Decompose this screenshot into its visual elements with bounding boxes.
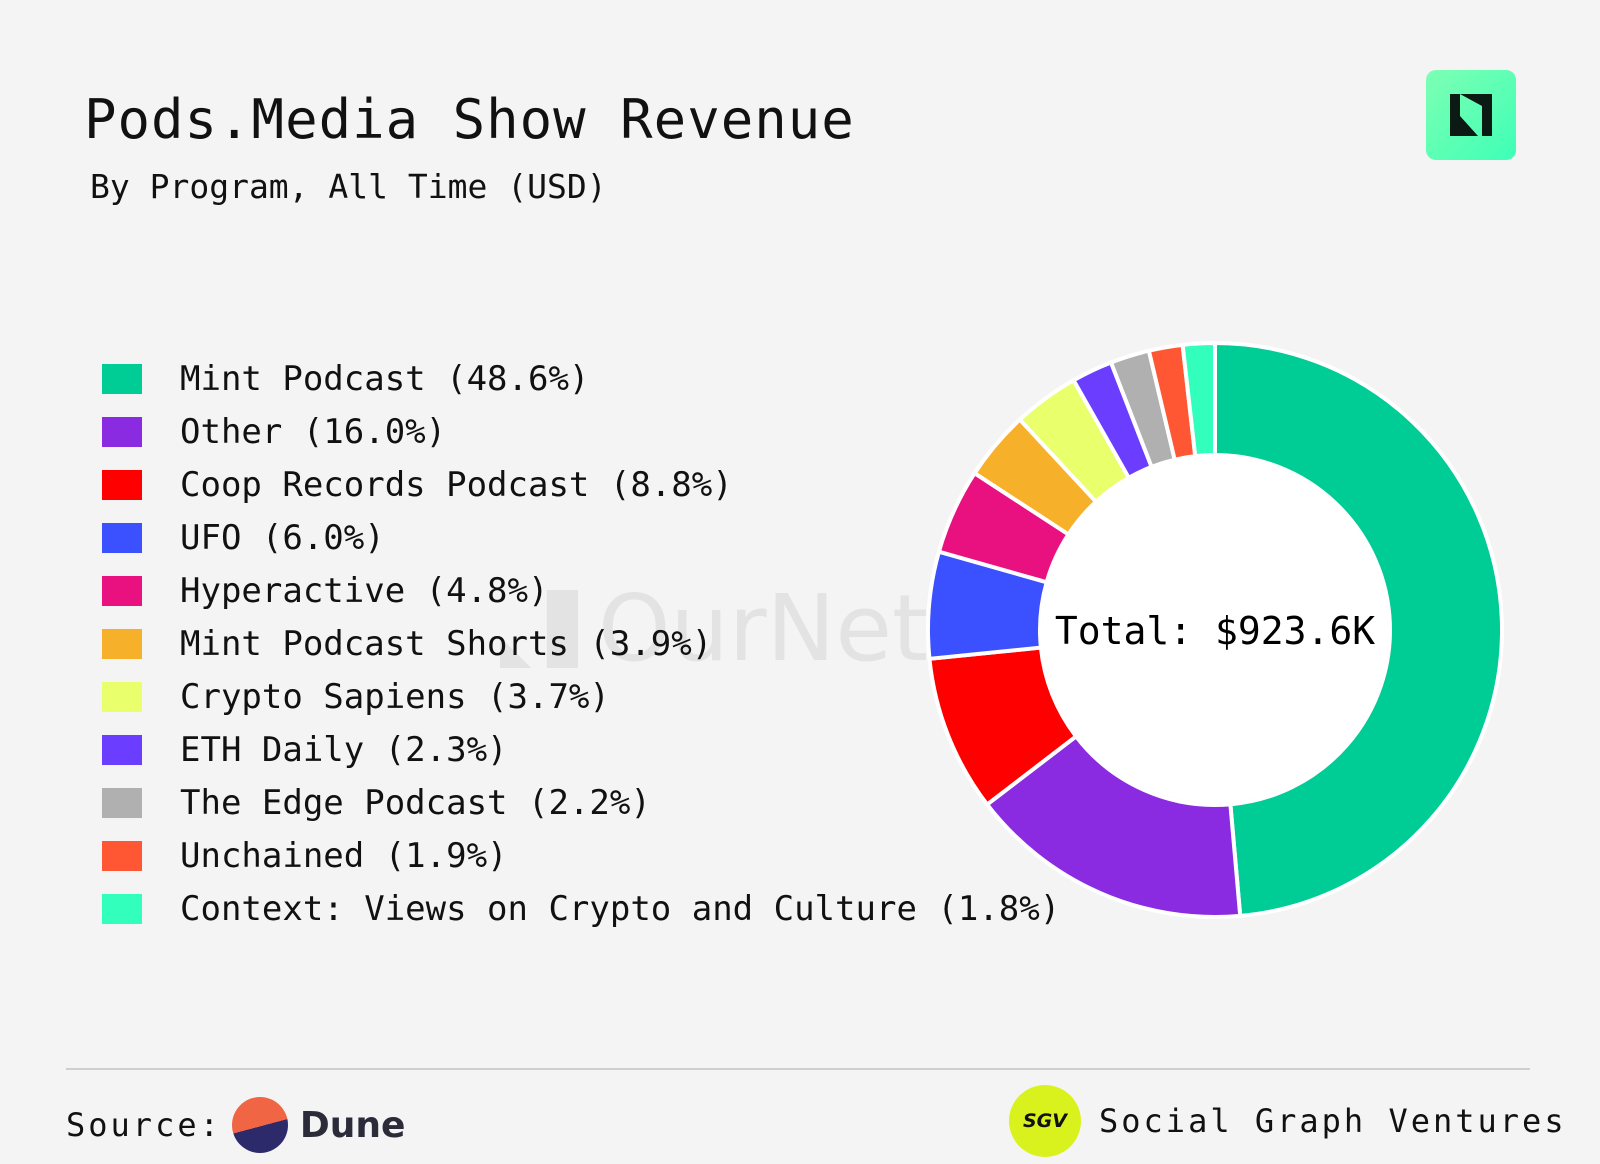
legend-label: Mint Podcast Shorts (3.9%) (180, 623, 713, 664)
legend-label: Unchained (1.9%) (180, 835, 508, 876)
legend-label: Hyperactive (4.8%) (180, 570, 549, 611)
legend-item: Coop Records Podcast (8.8%) (102, 458, 1060, 511)
legend-label: UFO (6.0%) (180, 517, 385, 558)
legend-item: UFO (6.0%) (102, 511, 1060, 564)
legend-swatch (102, 575, 142, 606)
legend-item: Crypto Sapiens (3.7%) (102, 670, 1060, 723)
legend-label: Context: Views on Crypto and Culture (1.… (180, 888, 1061, 929)
legend-label: The Edge Podcast (2.2%) (180, 782, 651, 823)
legend-item: Context: Views on Crypto and Culture (1.… (102, 882, 1060, 935)
footer-org: SGV Social Graph Ventures (1009, 1085, 1567, 1157)
chart-subtitle: By Program, All Time (USD) (90, 167, 607, 206)
legend-label: Mint Podcast (48.6%) (180, 358, 590, 399)
legend-item: Mint Podcast Shorts (3.9%) (102, 617, 1060, 670)
legend-label: Other (16.0%) (180, 411, 447, 452)
source-label: Source: (66, 1106, 222, 1144)
legend-item: ETH Daily (2.3%) (102, 723, 1060, 776)
footer-divider (66, 1068, 1530, 1070)
legend-swatch (102, 734, 142, 765)
chart-title: Pods.Media Show Revenue (84, 88, 855, 151)
dune-logo-icon (231, 1097, 288, 1153)
legend-swatch (102, 787, 142, 818)
legend-swatch (102, 681, 142, 712)
legend-label: ETH Daily (2.3%) (180, 729, 508, 770)
legend-swatch (102, 840, 142, 871)
donut-slice-other (984, 733, 1243, 919)
legend-item: Unchained (1.9%) (102, 829, 1060, 882)
legend-label: Coop Records Podcast (8.8%) (180, 464, 733, 505)
sgv-logo-icon: SGV (1009, 1085, 1081, 1157)
legend-item: The Edge Podcast (2.2%) (102, 776, 1060, 829)
legend-swatch (102, 522, 142, 553)
dune-name: Dune (299, 1104, 406, 1146)
legend-swatch (102, 628, 142, 659)
donut-slice-context-views-on-crypto-and-culture (1180, 340, 1217, 459)
donut-slice-mint-podcast (1213, 340, 1504, 919)
legend-swatch (102, 363, 142, 394)
legend-label: Crypto Sapiens (3.7%) (180, 676, 610, 717)
donut-slices (926, 340, 1504, 919)
ournetwork-logo-icon (1450, 94, 1492, 136)
legend-item: Other (16.0%) (102, 405, 1060, 458)
legend-item: Hyperactive (4.8%) (102, 564, 1060, 617)
legend-swatch (102, 893, 142, 924)
legend-swatch (102, 469, 142, 500)
legend-item: Mint Podcast (48.6%) (102, 352, 1060, 405)
footer-source: Source: Dune (66, 1097, 405, 1153)
donut-hole (1042, 457, 1388, 803)
donut-center-total: Total: $923.6K (1055, 609, 1375, 653)
ournetwork-logo (1426, 70, 1516, 160)
chart-legend: Mint Podcast (48.6%) Other (16.0%) Coop Re… (102, 352, 1060, 935)
legend-swatch (102, 416, 142, 447)
org-name: Social Graph Ventures (1099, 1102, 1567, 1140)
